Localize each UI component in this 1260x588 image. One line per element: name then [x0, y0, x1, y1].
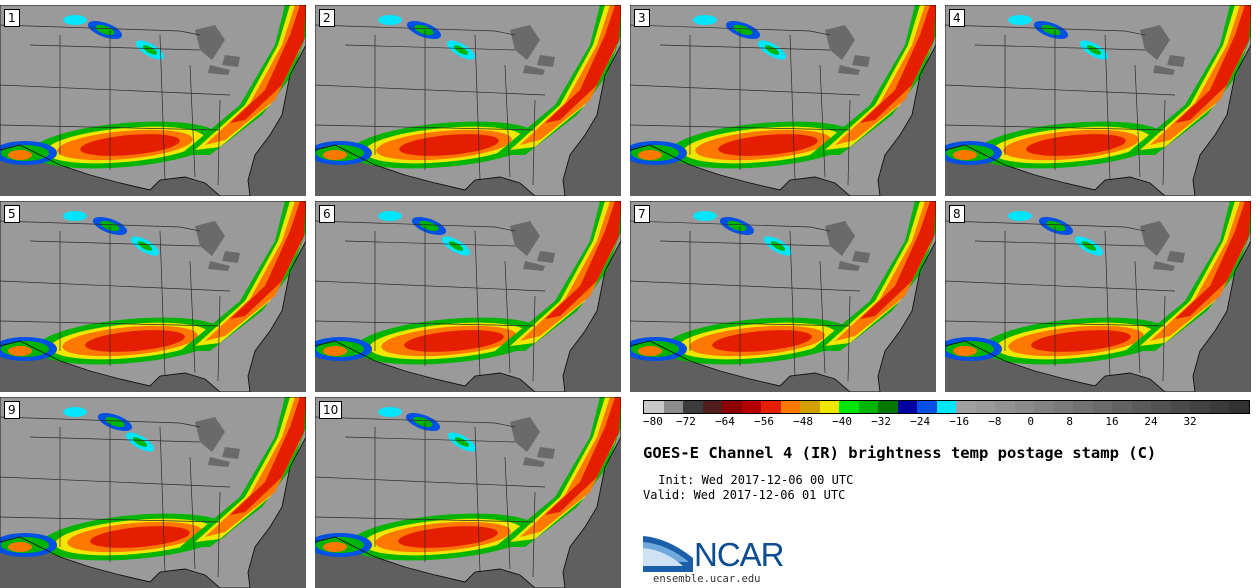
- colorbar-tick-label: −24: [910, 415, 931, 428]
- member-number: 5: [4, 205, 20, 223]
- colorbar-swatch: [819, 401, 840, 413]
- colorbar-swatch: [761, 401, 781, 413]
- colorbar-swatch: [1229, 401, 1249, 413]
- colorbar-tick-label: −16: [949, 415, 970, 428]
- colorbar-swatch: [936, 401, 957, 413]
- colorbar-swatch: [858, 401, 879, 413]
- ir-satellite-map: [945, 5, 1251, 196]
- colorbar-swatch: [1073, 401, 1093, 413]
- ir-satellite-map: [315, 397, 621, 588]
- valid-time: Valid: Wed 2017-12-06 01 UTC: [643, 488, 846, 502]
- colorbar-tick-label: −48: [793, 415, 813, 428]
- colorbar-swatch: [897, 401, 918, 413]
- colorbar-swatch: [975, 401, 996, 413]
- member-number: 3: [634, 9, 650, 27]
- member-panel-1: 1: [0, 5, 306, 196]
- colorbar-tick-label: −64: [715, 415, 735, 428]
- colorbar-tick-label: −8: [988, 415, 1002, 428]
- member-number: 10: [319, 401, 343, 419]
- colorbar-swatch: [800, 401, 820, 413]
- colorbar-tick-label: 16: [1105, 415, 1119, 428]
- colorbar-swatch: [663, 401, 684, 413]
- member-panel-9: 9: [0, 397, 306, 588]
- member-number: 1: [4, 9, 20, 27]
- colorbar-tick-label: −56: [754, 415, 774, 428]
- colorbar-swatch: [1151, 401, 1171, 413]
- colorbar-swatch: [702, 401, 723, 413]
- colorbar: [643, 400, 1250, 414]
- member-panel-6: 6: [315, 201, 621, 392]
- colorbar-tick-label: −72: [676, 415, 696, 428]
- plot-title: GOES-E Channel 4 (IR) brightness temp po…: [643, 444, 1157, 462]
- logo-text: NCAR: [694, 536, 785, 573]
- init-time: Init: Wed 2017-12-06 00 UTC: [651, 473, 854, 487]
- colorbar-swatch: [995, 401, 1015, 413]
- colorbar-swatch: [917, 401, 937, 413]
- colorbar-swatch: [1209, 401, 1230, 413]
- member-number: 9: [4, 401, 20, 419]
- ir-satellite-map: [630, 201, 936, 392]
- member-number: 7: [634, 205, 650, 223]
- member-number: 8: [949, 205, 965, 223]
- colorbar-swatch: [1034, 401, 1054, 413]
- colorbar-swatch: [878, 401, 898, 413]
- colorbar-swatch: [683, 401, 703, 413]
- member-panel-3: 3: [630, 5, 936, 196]
- colorbar-swatch: [839, 401, 859, 413]
- ir-satellite-map: [630, 5, 936, 196]
- colorbar-tick-label: 32: [1183, 415, 1197, 428]
- colorbar-swatch: [1014, 401, 1035, 413]
- member-panel-4: 4: [945, 5, 1251, 196]
- ir-satellite-map: [315, 5, 621, 196]
- ir-satellite-map: [315, 201, 621, 392]
- ir-satellite-map: [0, 5, 306, 196]
- colorbar-swatch: [1131, 401, 1152, 413]
- member-panel-10: 10: [315, 397, 621, 588]
- colorbar-tick-label: −80: [643, 415, 663, 428]
- colorbar-ticks: −80 −72 −64 −56 −48 −40 −32 −24 −16 −8 0 8 16 24 32: [643, 415, 1250, 429]
- colorbar-tick-label: −32: [871, 415, 892, 428]
- colorbar-swatch: [722, 401, 742, 413]
- colorbar-tick-label: −40: [832, 415, 853, 428]
- colorbar-swatch: [780, 401, 801, 413]
- colorbar-tick-label: 8: [1066, 415, 1073, 428]
- member-number: 6: [319, 205, 335, 223]
- colorbar-swatch: [644, 401, 664, 413]
- ir-satellite-map: [0, 201, 306, 392]
- member-number: 2: [319, 9, 335, 27]
- member-panel-7: 7: [630, 201, 936, 392]
- colorbar-swatch: [1092, 401, 1113, 413]
- colorbar-swatch: [741, 401, 762, 413]
- colorbar-swatch: [956, 401, 976, 413]
- ir-satellite-map: [945, 201, 1251, 392]
- member-panel-5: 5: [0, 201, 306, 392]
- website-url: ensemble.ucar.edu: [653, 573, 761, 585]
- ir-satellite-map: [0, 397, 306, 588]
- colorbar-tick-label: 24: [1144, 415, 1158, 428]
- member-number: 4: [949, 9, 965, 27]
- colorbar-swatch: [1112, 401, 1132, 413]
- colorbar-swatch: [1190, 401, 1210, 413]
- colorbar-tick-label: 0: [1027, 415, 1034, 428]
- colorbar-swatch: [1170, 401, 1191, 413]
- ncar-logo-icon: [643, 532, 693, 578]
- member-panel-8: 8: [945, 201, 1251, 392]
- member-panel-2: 2: [315, 5, 621, 196]
- colorbar-swatch: [1053, 401, 1074, 413]
